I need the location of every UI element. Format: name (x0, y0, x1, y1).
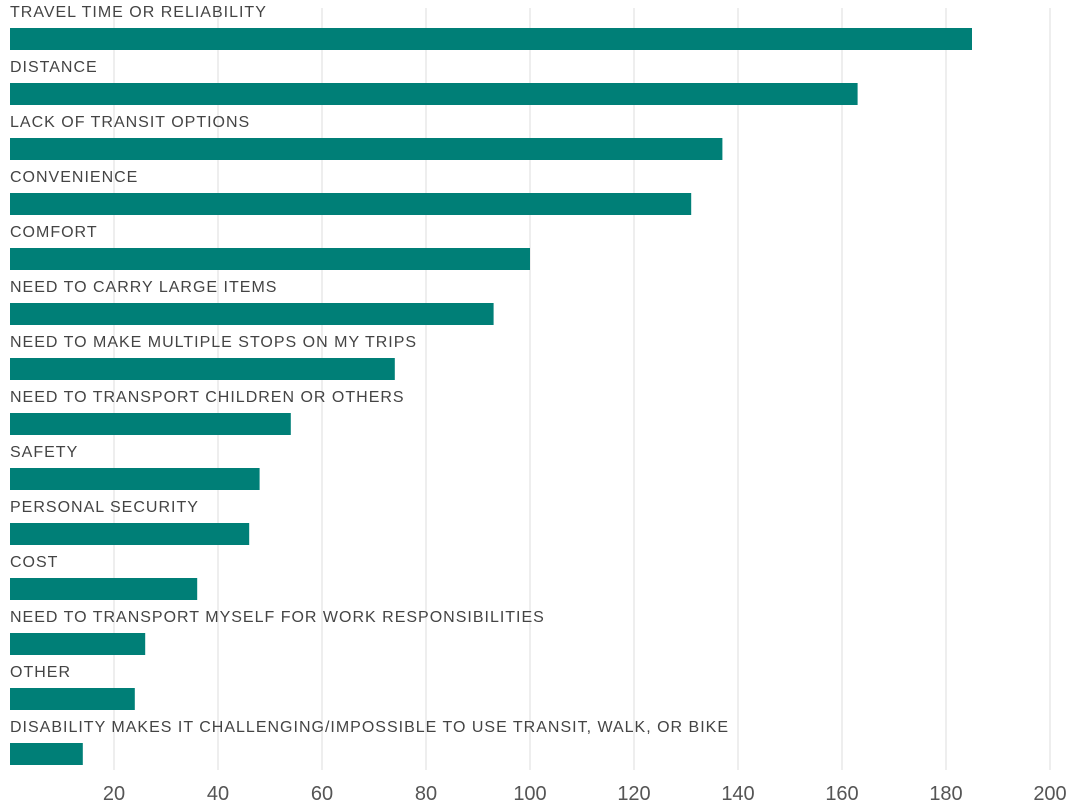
x-tick-label: 180 (929, 783, 962, 805)
bar (10, 743, 83, 765)
category-label: NEED TO TRANSPORT MYSELF FOR WORK RESPON… (10, 609, 545, 626)
x-tick-label: 160 (825, 783, 858, 805)
category-label: NEED TO CARRY LARGE ITEMS (10, 279, 277, 296)
x-tick-label: 40 (207, 783, 229, 805)
category-label: SAFETY (10, 444, 78, 461)
category-label: NEED TO TRANSPORT CHILDREN OR OTHERS (10, 389, 405, 406)
category-label: PERSONAL SECURITY (10, 499, 199, 516)
bar (10, 633, 146, 655)
category-label: NEED TO MAKE MULTIPLE STOPS ON MY TRIPS (10, 334, 417, 351)
grid-lines (113, 8, 1051, 770)
category-label: DISABILITY MAKES IT CHALLENGING/IMPOSSIB… (10, 719, 729, 736)
x-tick-label: 140 (721, 783, 754, 805)
category-label: DISTANCE (10, 59, 98, 76)
category-label: CONVENIENCE (10, 169, 138, 186)
bar (10, 138, 723, 160)
bar (10, 468, 260, 490)
x-tick-label: 60 (311, 783, 333, 805)
bar (10, 523, 250, 545)
bar (10, 688, 135, 710)
x-axis-tick-labels: 20 40 60 80 100 120 140 160 180 200 (103, 783, 1067, 805)
x-tick-label: 200 (1033, 783, 1066, 805)
bars (10, 28, 972, 765)
bar (10, 193, 692, 215)
bar (10, 358, 395, 380)
x-tick-label: 120 (617, 783, 650, 805)
x-tick-label: 20 (103, 783, 125, 805)
bar (10, 83, 858, 105)
category-label: COST (10, 554, 58, 571)
x-tick-label: 80 (415, 783, 437, 805)
category-label: OTHER (10, 664, 71, 681)
bar (10, 248, 530, 270)
bar (10, 413, 291, 435)
bar (10, 578, 198, 600)
category-label: LACK OF TRANSIT OPTIONS (10, 114, 250, 131)
category-label: COMFORT (10, 224, 98, 241)
category-labels: TRAVEL TIME OR RELIABILITY DISTANCE LACK O… (10, 4, 729, 736)
category-label: TRAVEL TIME OR RELIABILITY (10, 4, 267, 21)
bar (10, 28, 972, 50)
bar (10, 303, 494, 325)
x-tick-label: 100 (513, 783, 546, 805)
